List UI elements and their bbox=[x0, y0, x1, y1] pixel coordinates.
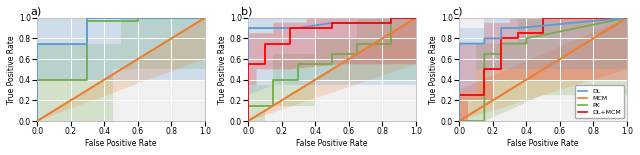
Polygon shape bbox=[248, 18, 416, 121]
Polygon shape bbox=[459, 18, 627, 121]
Polygon shape bbox=[459, 18, 627, 121]
Y-axis label: True Positive Rate: True Positive Rate bbox=[7, 35, 16, 104]
X-axis label: False Positive Rate: False Positive Rate bbox=[508, 139, 579, 148]
Polygon shape bbox=[37, 18, 205, 121]
Polygon shape bbox=[37, 18, 205, 121]
Polygon shape bbox=[248, 18, 416, 121]
Y-axis label: True Positive Rate: True Positive Rate bbox=[218, 35, 227, 104]
X-axis label: False Positive Rate: False Positive Rate bbox=[296, 139, 368, 148]
Text: c): c) bbox=[452, 7, 463, 17]
Polygon shape bbox=[459, 18, 627, 121]
Polygon shape bbox=[248, 18, 416, 121]
Y-axis label: True Positive Rate: True Positive Rate bbox=[429, 35, 438, 104]
X-axis label: False Positive Rate: False Positive Rate bbox=[85, 139, 157, 148]
Text: a): a) bbox=[30, 7, 42, 17]
Polygon shape bbox=[37, 18, 205, 121]
Polygon shape bbox=[459, 18, 627, 121]
Text: b): b) bbox=[241, 7, 253, 17]
Polygon shape bbox=[248, 18, 416, 121]
Legend: DL, MCM, PK, DL+MCM: DL, MCM, PK, DL+MCM bbox=[575, 85, 624, 118]
